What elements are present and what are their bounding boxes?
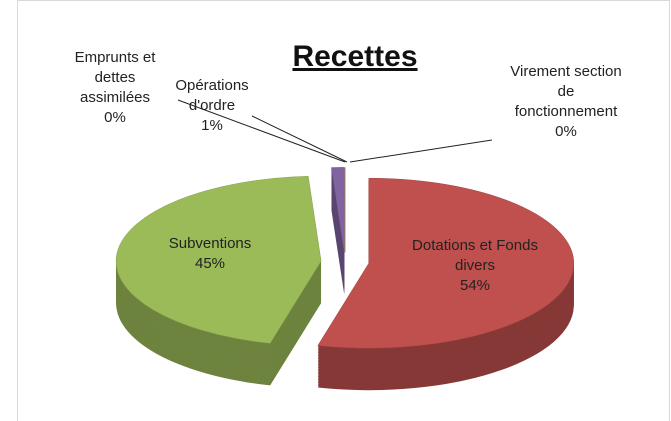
data-label: Emprunts et dettes assimilées 0%	[68, 48, 163, 128]
category-label: Virement section de fonctionnement	[510, 63, 622, 120]
pie-slice	[331, 167, 345, 253]
data-label: Virement section de fonctionnement 0%	[509, 62, 623, 142]
value-label: 45%	[194, 255, 226, 272]
chart-title: Recettes	[292, 40, 418, 73]
value-label: 54%	[459, 277, 491, 294]
value-label: 1%	[201, 117, 223, 134]
leader-line	[177, 99, 346, 163]
value-label: 0%	[104, 109, 126, 126]
category-label: Emprunts et dettes assimilées	[74, 49, 156, 106]
category-label: Subventions	[168, 235, 252, 252]
data-label: Opérations d'ordre 1%	[165, 76, 260, 136]
chart-border	[17, 0, 670, 421]
data-label: Dotations et Fonds divers 54%	[405, 236, 545, 296]
value-label: 0%	[555, 123, 577, 140]
pie-slice	[115, 176, 322, 344]
category-label: Dotations et Fonds divers	[412, 237, 538, 274]
leader-line	[349, 139, 493, 163]
data-label: Subventions 45%	[150, 234, 270, 274]
pie-slice	[317, 177, 575, 349]
category-label: Opérations d'ordre	[175, 77, 249, 114]
leader-line	[251, 115, 348, 163]
leader-lines	[177, 99, 493, 163]
